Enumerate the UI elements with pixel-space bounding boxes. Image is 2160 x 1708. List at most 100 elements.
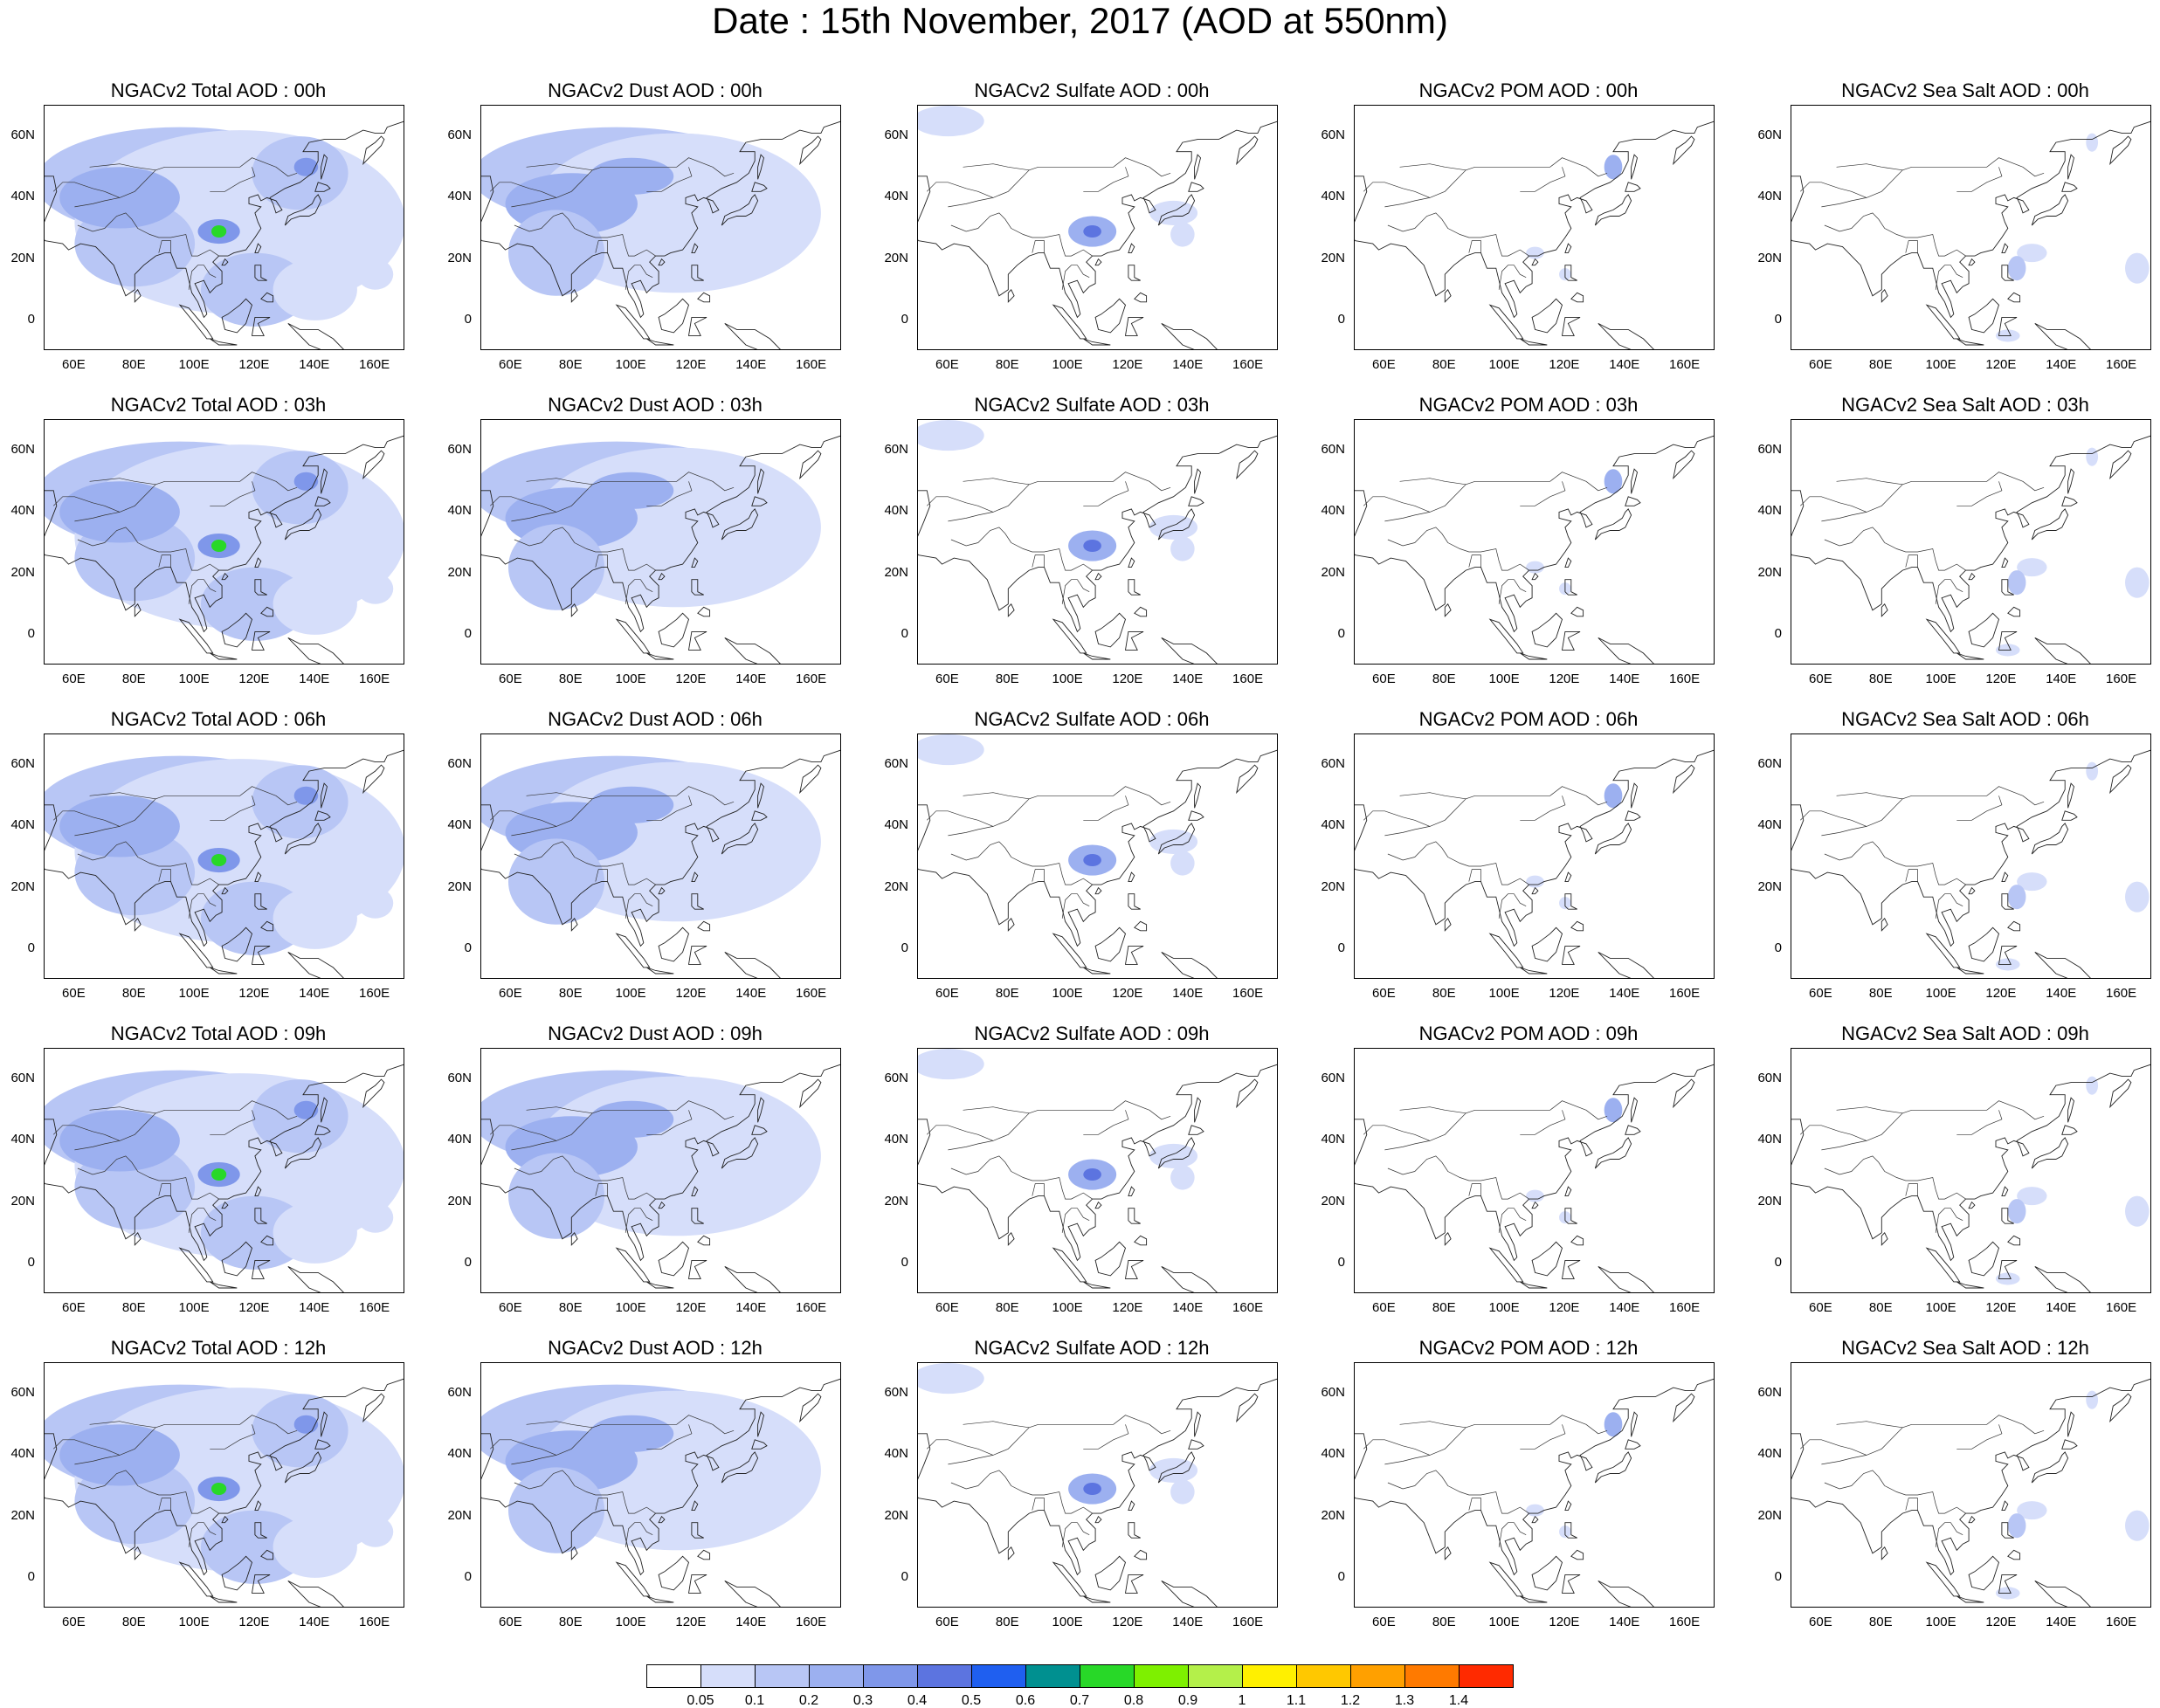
country-border: [490, 810, 557, 827]
panel-title: NGACv2 POM AOD : 12h: [1418, 1337, 1639, 1359]
coastline: [1161, 951, 1218, 978]
y-tick-label: 0: [901, 1254, 908, 1270]
country-border: [1061, 265, 1090, 290]
country-border: [511, 472, 735, 522]
x-tick-label: 60E: [1372, 357, 1396, 372]
coastline: [1520, 967, 1548, 975]
x-tick-label: 80E: [121, 1300, 146, 1315]
x-tick-label: 80E: [1432, 671, 1456, 686]
aod-map: [918, 420, 1277, 664]
country-border: [1498, 579, 1527, 604]
coastline: [1488, 933, 1524, 968]
x-tick-label: 60E: [499, 1300, 522, 1315]
y-tick-label: 20N: [1321, 1193, 1345, 1209]
coastline: [254, 871, 262, 883]
map-plot-area: [917, 1362, 1278, 1608]
country-border: [74, 1415, 298, 1465]
y-tick-label: 20N: [10, 878, 35, 894]
panel-title: NGACv2 Sea Salt AOD : 09h: [1841, 1023, 2089, 1044]
coastline: [751, 1439, 768, 1450]
x-tick-label: 100E: [1488, 1615, 1520, 1629]
coastline: [1598, 951, 1654, 978]
coastline: [1791, 121, 2150, 319]
y-tick-label: 20N: [1321, 250, 1345, 265]
coastline: [2061, 182, 2078, 192]
coastline: [615, 933, 651, 968]
coastline: [691, 893, 704, 910]
coastline: [2067, 154, 2074, 180]
country-border: [1821, 472, 2045, 522]
y-tick-label: 40N: [447, 503, 472, 519]
coastline: [1673, 764, 1695, 795]
aod-plume: [293, 1100, 319, 1119]
coastline: [1968, 1241, 2000, 1277]
coastline: [254, 557, 262, 568]
aod-plume: [1083, 853, 1101, 867]
coastline: [1128, 1522, 1141, 1539]
coastline: [254, 243, 262, 254]
aod-plume: [589, 472, 674, 509]
x-tick-label: 100E: [178, 357, 210, 372]
aod-plume: [1170, 1165, 1195, 1190]
map-plot-area: [1791, 419, 2151, 665]
aod-plume: [918, 1363, 984, 1395]
aod-map: [1791, 121, 2150, 349]
coastline: [1531, 298, 1563, 334]
country-border: [1905, 869, 1918, 882]
coastline: [1161, 1580, 1218, 1607]
map-panel-seasalt: NGACv2 Sea Salt AOD : 12h 60N 40N 20N 0 60E 80…: [1747, 1336, 2160, 1650]
country-border: [490, 1439, 557, 1456]
coastline: [570, 1546, 578, 1560]
country-border: [1956, 1424, 2003, 1450]
map-panel-pom: NGACv2 POM AOD : 12h 60N 40N 20N 0 60E 80E 100E…: [1310, 1336, 1747, 1650]
country-border: [490, 496, 557, 513]
country-border: [963, 1421, 1030, 1429]
country-border: [1520, 795, 1566, 821]
panel-title: NGACv2 POM AOD : 09h: [1418, 1023, 1639, 1044]
y-tick-label: 60N: [1321, 442, 1345, 458]
y-tick-label: 0: [1337, 625, 1345, 641]
country-border: [1399, 1106, 1466, 1114]
coastline: [1956, 338, 1984, 346]
coastline: [251, 316, 271, 336]
map-panel-seasalt: NGACv2 Sea Salt AOD : 03h 60N 40N 20N 0 60E 80…: [1747, 393, 2160, 707]
x-tick-label: 140E: [735, 671, 767, 686]
y-tick-label: 60N: [447, 1071, 472, 1086]
x-tick-label: 120E: [1985, 671, 2017, 686]
aod-map: [1355, 435, 1714, 664]
x-tick-label: 100E: [178, 1615, 210, 1629]
y-tick-label: 0: [1337, 1254, 1345, 1270]
y-tick-label: 20N: [1321, 564, 1345, 580]
panel-title: NGACv2 Total AOD : 00h: [110, 79, 327, 101]
y-tick-label: 0: [27, 625, 35, 641]
y-tick-label: 40N: [884, 817, 908, 833]
x-tick-label: 60E: [935, 671, 959, 686]
y-tick-label: 0: [1337, 1568, 1345, 1584]
coastline: [751, 182, 768, 192]
aod-plume: [2125, 1510, 2150, 1541]
aod-plume: [1526, 561, 1544, 574]
coastline: [1128, 265, 1141, 281]
panel-title: NGACv2 Sea Salt AOD : 12h: [1841, 1337, 2089, 1359]
x-tick-label: 120E: [1985, 357, 2017, 372]
aod-plume: [2017, 872, 2047, 892]
coastline: [287, 951, 344, 978]
coastline: [1673, 450, 1695, 480]
x-tick-label: 120E: [675, 357, 707, 372]
coastline: [691, 1522, 704, 1539]
coastline: [1881, 289, 1888, 303]
coastline: [134, 1232, 141, 1246]
x-tick-label: 160E: [1232, 357, 1264, 372]
coastline: [1128, 1208, 1141, 1224]
coastline: [1998, 1574, 2018, 1594]
coastline: [691, 243, 699, 254]
map-panel-total: NGACv2 Total AOD : 00h 60N 40N 20N 0 60E 80E 10…: [0, 79, 437, 393]
aod-plume: [667, 1094, 776, 1156]
aod-plume: [2007, 256, 2026, 281]
coastline: [1881, 918, 1888, 932]
colorbar-swatch: [809, 1664, 864, 1688]
map-panel-sulfate: NGACv2 Sulfate AOD : 09h 60N 40N 20N 0 60E 80E…: [873, 1022, 1310, 1336]
x-tick-label: 120E: [1112, 1615, 1143, 1629]
x-tick-label: 120E: [1112, 1300, 1143, 1315]
country-border: [158, 1498, 171, 1511]
